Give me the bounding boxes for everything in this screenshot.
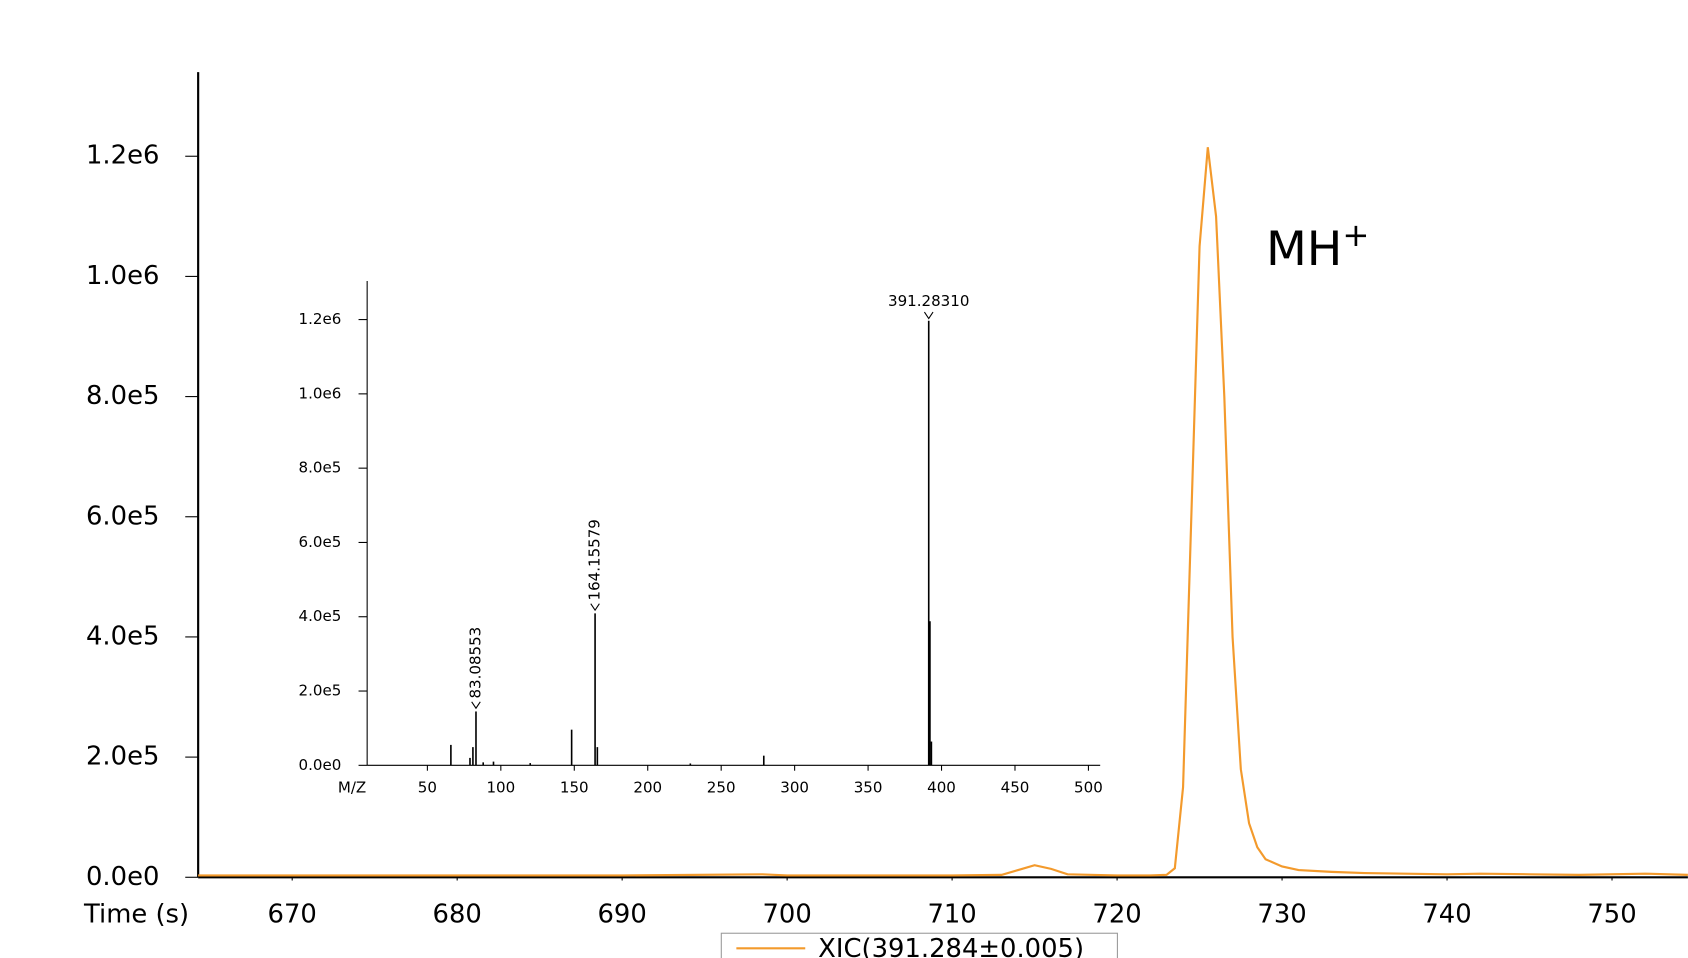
x-tick-label: 250 xyxy=(707,778,736,796)
peak-label: 83.08553 xyxy=(466,627,484,699)
annotation: MH+ xyxy=(1266,216,1370,277)
x-axis-label: Time (s) xyxy=(83,899,189,929)
legend-box xyxy=(720,932,1118,958)
y-tick-label: 8.0e5 xyxy=(299,459,342,477)
x-tick-label: 700 xyxy=(762,899,811,929)
y-tick-label: 0.0e0 xyxy=(86,862,159,892)
x-tick-label: 690 xyxy=(597,899,646,929)
y-tick-label: 1.2e6 xyxy=(86,141,159,171)
y-tick-label: 1.2e6 xyxy=(299,310,342,328)
x-tick-label: 400 xyxy=(927,778,956,796)
peak-caret xyxy=(471,701,481,710)
y-tick-label: 6.0e5 xyxy=(86,501,159,531)
y-tick-label: 1.0e6 xyxy=(299,384,342,402)
legend-label: XIC(391.284±0.005) xyxy=(818,934,1084,958)
peak-caret xyxy=(923,311,934,320)
x-tick-label: 730 xyxy=(1257,899,1306,929)
y-tick-label: 2.0e5 xyxy=(299,682,342,700)
y-tick-label: 6.0e5 xyxy=(299,533,342,551)
x-tick-label: 100 xyxy=(486,778,515,796)
x-axis-label: M/Z xyxy=(338,778,366,796)
x-tick-label: 500 xyxy=(1074,778,1103,796)
y-tick-label: 4.0e5 xyxy=(299,607,342,625)
peak-label: 164.15579 xyxy=(586,519,604,600)
y-tick-label: 0.0e0 xyxy=(299,756,342,774)
x-tick-label: 50 xyxy=(418,778,437,796)
annotation-text: MH xyxy=(1266,222,1342,277)
peak-label: 391.28310 xyxy=(888,292,969,310)
y-tick-label: 2.0e5 xyxy=(86,742,159,772)
x-tick-label: 670 xyxy=(268,899,317,929)
annotation-superscript: + xyxy=(1342,216,1369,254)
y-tick-label: 4.0e5 xyxy=(86,621,159,651)
x-tick-label: 300 xyxy=(780,778,809,796)
x-tick-label: 680 xyxy=(433,899,482,929)
x-tick-label: 710 xyxy=(927,899,976,929)
x-tick-label: 200 xyxy=(633,778,662,796)
x-tick-label: 150 xyxy=(560,778,589,796)
y-tick-label: 1.0e6 xyxy=(86,261,159,291)
peak-caret xyxy=(590,603,600,612)
y-tick-label: 8.0e5 xyxy=(86,381,159,411)
x-tick-label: 750 xyxy=(1587,899,1636,929)
x-tick-label: 720 xyxy=(1092,899,1141,929)
x-tick-label: 450 xyxy=(1001,778,1030,796)
data-line xyxy=(198,147,1688,877)
x-tick-label: 740 xyxy=(1422,899,1471,929)
x-tick-label: 350 xyxy=(854,778,883,796)
